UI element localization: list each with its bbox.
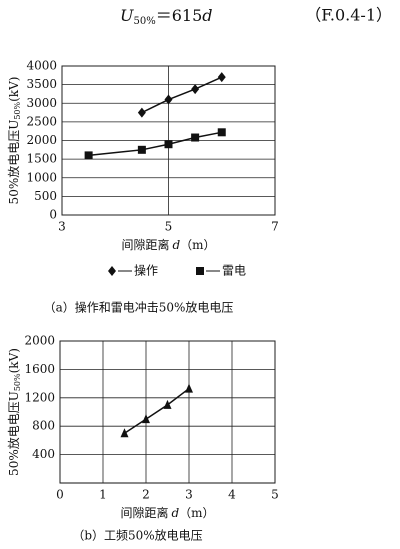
x-tick-label: 7 xyxy=(271,220,279,234)
eq-variable: d xyxy=(202,6,212,25)
y-tick-label: 800 xyxy=(32,419,55,433)
y-label-sub: 50% xyxy=(13,101,22,119)
y-label-unit: (kV) xyxy=(7,348,21,373)
x-tick-label: 0 xyxy=(56,488,64,502)
x-tick-label: 3 xyxy=(185,488,193,502)
y-tick-label: 1600 xyxy=(24,362,55,376)
x-tick-label: 4 xyxy=(228,488,236,502)
x-label-unit: （m） xyxy=(180,238,215,252)
x-tick-label: 2 xyxy=(142,488,150,502)
equation-number: （F.0.4-1） xyxy=(305,6,392,25)
x-axis-label: 间隙距离 d（m） xyxy=(120,505,214,520)
equation: U50%＝615d xyxy=(120,6,213,27)
marker-triangle xyxy=(142,414,150,424)
y-axis-label: 50%放电电压U50%(kV) xyxy=(6,348,23,476)
chart: 400 800 1200 1600 2000 0 1 2 3 4 5 50%放电电压U50%(kV) 间… xyxy=(6,334,279,543)
eq-subscript: 50% xyxy=(133,16,155,27)
marker-square xyxy=(84,151,93,160)
marker-square xyxy=(137,145,146,154)
x-tick-label: 5 xyxy=(271,488,279,502)
y-label-sub: 50% xyxy=(13,373,22,391)
x-label-text: 间隙距离 xyxy=(120,505,168,520)
eq-symbol: U xyxy=(120,6,134,25)
legend-label: 操作 xyxy=(134,263,158,278)
y-label-text: 50%放电电压U xyxy=(6,120,21,205)
legend-marker xyxy=(108,266,116,276)
caption: （a）操作和雷电冲击50%放电电压 xyxy=(44,300,234,315)
y-tick-label: 2000 xyxy=(26,133,57,147)
y-axis-label: 50%放电电压U50%(kV) xyxy=(6,77,23,205)
y-tick-label: 400 xyxy=(32,447,55,461)
y-tick-label: 3000 xyxy=(26,96,57,110)
marker-diamond xyxy=(137,107,146,118)
y-tick-label: 0 xyxy=(49,208,57,222)
y-tick-label: 1200 xyxy=(24,390,55,404)
plot-frame xyxy=(59,340,276,484)
x-label-var: d xyxy=(172,238,180,252)
y-label-unit: (kV) xyxy=(7,77,21,102)
x-label-text: 间隙距离 xyxy=(121,237,169,252)
y-label-text: 50%放电电压U xyxy=(6,391,21,476)
trend-line xyxy=(88,131,222,157)
marker-triangle xyxy=(120,428,129,438)
marker-diamond xyxy=(191,84,200,95)
marker-diamond xyxy=(164,94,173,105)
y-tick-label: 1000 xyxy=(26,170,57,184)
caption: （b）工频50%放电电压 xyxy=(72,528,202,543)
marker-diamond xyxy=(217,72,226,83)
x-tick-label: 5 xyxy=(165,220,173,234)
x-label-var: d xyxy=(171,506,179,520)
eq-rhs: ＝615 xyxy=(156,6,203,25)
x-tick-label: 3 xyxy=(58,220,66,234)
legend-marker xyxy=(196,267,204,275)
y-tick-label: 4000 xyxy=(26,59,57,73)
legend-label: 雷电 xyxy=(222,264,246,278)
marker-square xyxy=(191,133,200,142)
y-tick-label: 1500 xyxy=(26,152,57,166)
trend-line xyxy=(124,387,190,434)
x-label-unit: （m） xyxy=(179,506,214,520)
marker-square xyxy=(217,128,226,137)
y-tick-label: 500 xyxy=(34,189,57,203)
x-axis-label: 间隙距离 d（m） xyxy=(121,237,215,252)
y-tick-label: 3500 xyxy=(26,77,57,91)
x-tick-label: 1 xyxy=(99,488,107,502)
trend-line xyxy=(141,76,223,114)
y-tick-label: 2000 xyxy=(24,334,55,348)
marker-triangle xyxy=(163,399,172,409)
marker-triangle xyxy=(185,383,193,393)
chart: 0 500 1000 1500 2000 2500 3000 3500 4000 3 5 7 50%放电… xyxy=(6,59,279,315)
y-tick-label: 2500 xyxy=(26,114,57,128)
marker-square xyxy=(164,140,173,149)
